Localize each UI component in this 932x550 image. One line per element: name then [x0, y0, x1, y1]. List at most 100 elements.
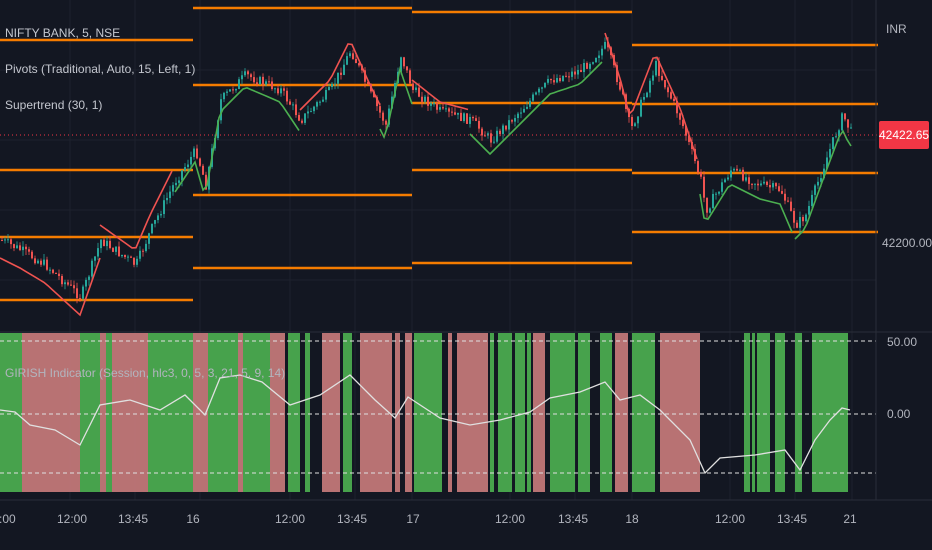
candle-body	[448, 108, 450, 112]
candle-body	[340, 72, 342, 75]
supertrend-segment	[379, 66, 413, 140]
candle-body	[160, 214, 162, 216]
candle-body	[466, 113, 468, 124]
candle-body	[451, 111, 453, 113]
histogram-band	[414, 333, 442, 492]
candle-body	[343, 64, 345, 75]
candle-body	[283, 88, 285, 91]
candle-body	[358, 63, 360, 66]
candle-body	[739, 169, 741, 171]
candle-body	[457, 112, 459, 115]
candle-body	[514, 118, 516, 122]
candle-body	[784, 193, 786, 201]
candle-body	[253, 77, 255, 83]
candle-body	[820, 178, 822, 182]
indicator-legend[interactable]: GIRISH Indicator (Session, hlc3, 0, 5, 3…	[5, 366, 286, 380]
candle-body	[4, 239, 6, 241]
histogram-band	[243, 333, 270, 492]
candle-body	[259, 76, 261, 85]
candle-body	[103, 239, 105, 247]
candle-body	[697, 161, 699, 173]
candle-body	[490, 133, 492, 143]
candle-body	[331, 83, 333, 88]
candle-body	[97, 248, 99, 257]
candle-body	[271, 81, 273, 90]
supertrend-segment	[699, 184, 793, 233]
candle-body	[349, 53, 351, 57]
candle-body	[295, 104, 297, 116]
candle-body	[583, 62, 585, 73]
histogram-band	[288, 333, 300, 492]
candle-body	[232, 89, 234, 91]
candle-body	[421, 96, 423, 102]
time-tick-label: 12:00	[56, 512, 88, 526]
candle-body	[799, 217, 801, 228]
candle-body	[88, 276, 90, 280]
candle-body	[82, 286, 84, 299]
candle-body	[847, 119, 849, 128]
candle-body	[709, 208, 711, 213]
supertrend-series	[0, 32, 852, 317]
candle-body	[109, 240, 111, 249]
candle-body	[241, 75, 243, 80]
histogram-band	[148, 333, 193, 492]
candle-body	[406, 66, 408, 71]
candle-body	[61, 276, 63, 285]
candle-body	[502, 125, 504, 134]
candle-body	[262, 76, 264, 85]
candle-body	[505, 125, 507, 130]
histogram-band	[550, 333, 575, 492]
candle-body	[550, 78, 552, 81]
candle-body	[817, 181, 819, 186]
candle-body	[745, 177, 747, 181]
candle-body	[10, 239, 12, 245]
candle-body	[772, 183, 774, 188]
histogram-band	[533, 333, 545, 492]
histogram-band	[795, 333, 802, 492]
time-tick-label: 17	[406, 512, 420, 526]
histogram-band	[752, 333, 755, 492]
candle-body	[67, 282, 69, 285]
candle-body	[31, 251, 33, 259]
candle-body	[145, 243, 147, 252]
candle-body	[289, 101, 291, 105]
candle-body	[763, 181, 765, 184]
histogram-band	[578, 333, 590, 492]
supertrend-legend[interactable]: Supertrend (30, 1)	[5, 98, 103, 112]
candle-body	[352, 53, 354, 59]
currency-label[interactable]: INR	[886, 22, 907, 36]
time-tick-label: 13:45	[776, 512, 808, 526]
candle-body	[652, 75, 654, 81]
indicator-levels	[0, 340, 876, 474]
candle-body	[193, 148, 195, 157]
candle-body	[403, 57, 405, 67]
candle-body	[286, 90, 288, 102]
candle-body	[499, 130, 501, 134]
candle-body	[781, 191, 783, 194]
candle-body	[460, 112, 462, 122]
candle-body	[235, 89, 237, 91]
supertrend-segment	[299, 43, 381, 111]
candle-body	[292, 104, 294, 106]
candle-body	[850, 127, 852, 129]
candle-body	[742, 169, 744, 181]
candle-body	[733, 168, 735, 171]
candle-body	[841, 113, 843, 131]
symbol-legend[interactable]: NIFTY BANK, 5, NSE	[5, 26, 121, 40]
candle-body	[226, 91, 228, 93]
candle-body	[661, 75, 663, 80]
indicator-upper-label: 50.00	[887, 335, 918, 349]
supertrend-segment	[174, 87, 300, 193]
candle-body	[706, 197, 708, 213]
pivots-legend[interactable]: Pivots (Traditional, Auto, 15, Left, 1)	[5, 62, 196, 76]
candle-body	[169, 191, 171, 198]
candle-body	[436, 103, 438, 110]
candle-body	[13, 244, 15, 249]
candle-body	[736, 168, 738, 171]
candle-body	[316, 102, 318, 107]
histogram-band	[660, 333, 700, 492]
supertrend-segment	[604, 32, 698, 160]
candle-body	[136, 258, 138, 265]
candle-body	[301, 120, 303, 123]
